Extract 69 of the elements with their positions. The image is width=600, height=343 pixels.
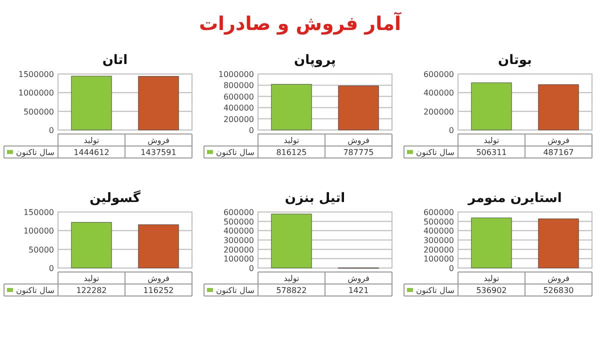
chart-title: اتیل بنزن (284, 191, 346, 206)
x-tick-label: فروش (148, 136, 170, 145)
data-label: 1444612 (74, 148, 110, 157)
y-tick-label: 0 (248, 126, 254, 135)
data-label: 536902 (476, 286, 507, 295)
legend-label: سال تاکنون (16, 286, 55, 295)
legend-label: سال تاکنون (416, 148, 455, 157)
chart-title: پروپان (294, 53, 336, 68)
y-tick-label: 50000 (28, 245, 54, 254)
chart-title: استایرن منومر (467, 191, 562, 206)
x-tick-label: فروش (348, 136, 370, 145)
y-tick-label: 500000 (223, 217, 254, 226)
y-tick-label: 200000 (223, 114, 254, 124)
data-label: 787775 (343, 148, 374, 157)
y-tick-label: 100000 (423, 254, 454, 264)
y-tick-label: 0 (448, 264, 454, 273)
y-tick-label: 600000 (423, 208, 454, 217)
text: آمار فروش و صادرات (198, 11, 402, 35)
y-tick-label: 400000 (423, 88, 454, 98)
data-label: 526830 (543, 286, 574, 295)
chart-title: اتان (102, 53, 128, 68)
x-tick-label: فروش (548, 274, 570, 283)
data-label: 816125 (276, 148, 307, 157)
y-tick-label: 200000 (223, 245, 254, 254)
data-label: 506311 (476, 148, 507, 157)
y-tick-label: 0 (448, 126, 454, 135)
x-tick-label: تولید (484, 136, 500, 145)
x-tick-label: تولید (84, 274, 100, 283)
y-tick-label: 400000 (223, 226, 254, 236)
x-tick-label: فروش (348, 274, 370, 283)
x-tick-label: تولید (284, 274, 300, 283)
y-tick-label: 800000 (223, 81, 254, 90)
data-label: 578822 (276, 286, 307, 295)
y-tick-label: 100000 (223, 254, 254, 264)
y-tick-label: 400000 (223, 104, 254, 113)
x-tick-label: تولید (84, 136, 100, 145)
y-tick-label: 600000 (223, 208, 254, 217)
legend-label: سال تاکنون (216, 148, 255, 157)
y-tick-label: 0 (48, 264, 54, 273)
y-tick-label: 500000 (423, 217, 454, 226)
x-tick-label: تولید (484, 274, 500, 283)
y-tick-label: 0 (248, 264, 254, 273)
data-label: 487167 (543, 148, 574, 157)
y-tick-label: 100000 (23, 226, 54, 236)
y-tick-label: 300000 (223, 236, 254, 245)
data-label: 122282 (76, 286, 107, 295)
data-label: 1421 (348, 286, 369, 295)
y-tick-label: 200000 (423, 245, 454, 254)
chart-title: گسولین (90, 190, 141, 206)
x-tick-label: تولید (284, 136, 300, 145)
y-tick-label: 400000 (423, 226, 454, 236)
y-tick-label: 1500000 (18, 70, 54, 79)
x-tick-label: فروش (148, 274, 170, 283)
y-tick-label: 150000 (23, 208, 54, 217)
chart-title: بوتان (498, 53, 532, 68)
y-tick-label: 1000000 (18, 88, 54, 98)
data-label: 1437591 (140, 148, 176, 157)
legend-label: سال تاکنون (216, 286, 255, 295)
y-tick-label: 600000 (423, 70, 454, 79)
y-tick-label: 1000000 (218, 70, 254, 79)
x-tick-label: فروش (548, 136, 570, 145)
y-tick-label: 0 (48, 126, 54, 135)
y-tick-label: 200000 (423, 107, 454, 116)
y-tick-label: 500000 (23, 107, 54, 116)
data-label: 116252 (143, 286, 174, 295)
legend-label: سال تاکنون (16, 148, 55, 157)
y-tick-label: 600000 (223, 92, 254, 102)
legend-label: سال تاکنون (416, 286, 455, 295)
y-tick-label: 300000 (423, 236, 454, 245)
